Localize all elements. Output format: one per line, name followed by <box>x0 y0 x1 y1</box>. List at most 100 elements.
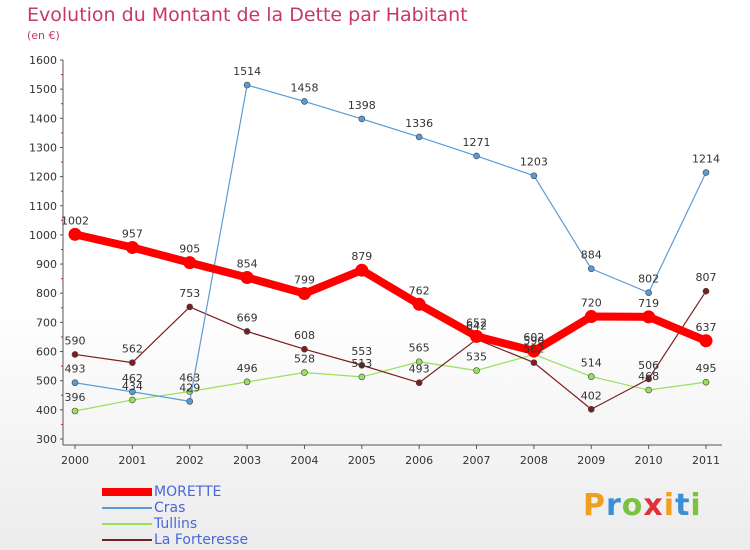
data-label-cras: 462 <box>122 372 143 385</box>
data-label-la-forteresse: 562 <box>523 343 544 356</box>
data-point-cras <box>358 115 366 123</box>
data-point-la-forteresse <box>71 351 79 358</box>
data-label-tullins: 434 <box>122 380 143 393</box>
y-tick-label: 600 <box>36 346 57 359</box>
data-label-la-forteresse: 402 <box>581 389 602 402</box>
data-label-morette: 1002 <box>61 214 89 227</box>
data-label-la-forteresse: 753 <box>179 287 200 300</box>
x-tick-label: 2002 <box>176 454 204 467</box>
data-label-morette: 719 <box>638 297 659 310</box>
y-tick-label: 1000 <box>29 229 57 242</box>
y-tick-label: 300 <box>36 433 57 446</box>
data-point-morette <box>240 270 254 284</box>
data-label-la-forteresse: 562 <box>122 343 143 356</box>
data-label-morette: 762 <box>409 284 430 297</box>
x-tick-label: 2003 <box>233 454 261 467</box>
data-point-cras <box>301 98 308 105</box>
y-tick-label: 800 <box>36 287 57 300</box>
data-point-la-forteresse <box>415 379 423 387</box>
data-point-morette <box>527 344 541 358</box>
data-point-tullins <box>243 378 251 386</box>
data-point-tullins <box>473 367 480 374</box>
data-label-tullins: 468 <box>638 370 659 383</box>
data-point-morette <box>412 297 426 311</box>
data-label-morette: 957 <box>122 227 143 240</box>
y-tick-label: 400 <box>36 404 57 417</box>
y-tick-label: 500 <box>36 375 57 388</box>
data-point-cras <box>186 398 194 405</box>
data-label-tullins: 495 <box>696 362 717 375</box>
data-point-la-forteresse <box>301 345 308 353</box>
data-point-cras <box>530 172 538 180</box>
x-tick-label: 2008 <box>520 454 548 467</box>
data-point-tullins <box>587 373 595 380</box>
data-point-morette <box>642 310 656 324</box>
data-label-la-forteresse: 506 <box>638 359 659 372</box>
data-label-cras: 493 <box>65 363 86 376</box>
legend-label: Tullins <box>154 516 198 532</box>
data-point-tullins <box>702 378 710 386</box>
data-point-tullins <box>358 373 366 381</box>
chart-title: Evolution du Montant de la Dette par Hab… <box>27 4 468 26</box>
data-label-morette: 879 <box>351 250 372 263</box>
x-tick-label: 2006 <box>405 454 433 467</box>
data-label-la-forteresse: 642 <box>466 319 487 332</box>
legend-swatch <box>102 488 152 496</box>
data-label-cras: 1336 <box>405 117 433 130</box>
data-point-tullins <box>129 396 136 404</box>
data-label-la-forteresse: 807 <box>696 271 717 284</box>
legend-swatch <box>102 507 152 509</box>
data-label-cras: 1514 <box>233 65 261 78</box>
data-label-tullins: 463 <box>179 371 200 384</box>
x-tick-label: 2011 <box>692 454 720 467</box>
data-point-la-forteresse <box>243 328 251 335</box>
data-point-cras <box>129 388 136 396</box>
data-label-morette: 905 <box>179 243 200 256</box>
y-tick-label: 900 <box>36 258 57 271</box>
data-point-cras <box>415 133 423 141</box>
data-point-morette <box>183 256 197 270</box>
x-tick-label: 2007 <box>463 454 491 467</box>
data-point-morette <box>584 310 598 324</box>
x-tick-label: 2005 <box>348 454 376 467</box>
data-label-morette: 602 <box>523 331 544 344</box>
legend-label: La Forteresse <box>154 532 249 548</box>
data-label-cras: 1214 <box>692 153 720 166</box>
data-point-morette <box>125 240 139 254</box>
data-point-morette <box>297 287 311 301</box>
series-line-cras <box>74 84 707 402</box>
data-label-la-forteresse: 590 <box>65 334 86 347</box>
data-label-tullins: 396 <box>65 391 86 404</box>
data-label-cras: 1398 <box>348 99 376 112</box>
data-point-la-forteresse <box>645 375 652 383</box>
data-point-tullins <box>301 369 308 376</box>
data-point-morette <box>68 227 82 241</box>
data-label-tullins: 528 <box>294 353 315 366</box>
y-tick-label: 1200 <box>29 171 57 184</box>
series-line-tullins <box>74 353 707 412</box>
data-label-morette: 637 <box>696 321 717 334</box>
data-point-tullins <box>645 386 652 394</box>
data-label-la-forteresse: 493 <box>409 363 430 376</box>
data-label-tullins: 590 <box>523 334 544 347</box>
data-point-la-forteresse <box>129 359 136 366</box>
x-tick-label: 2004 <box>290 454 318 467</box>
data-point-tullins <box>415 358 423 366</box>
legend-swatch <box>102 523 152 525</box>
data-label-morette: 652 <box>466 316 487 329</box>
data-label-cras: 429 <box>179 381 200 394</box>
data-label-morette: 720 <box>581 297 602 310</box>
y-tick-label: 1100 <box>29 200 57 213</box>
data-point-tullins <box>71 407 79 415</box>
y-tick-label: 1600 <box>29 54 57 67</box>
x-tick-label: 2001 <box>118 454 146 467</box>
data-point-morette <box>355 263 369 277</box>
data-label-tullins: 496 <box>237 362 258 375</box>
legend-label: Cras <box>154 500 186 516</box>
data-point-la-forteresse <box>702 287 710 295</box>
data-point-cras <box>702 169 710 176</box>
legend-swatch <box>102 539 152 541</box>
chart-subtitle: (en €) <box>27 29 60 42</box>
y-tick-label: 1500 <box>29 83 57 96</box>
data-point-cras <box>243 81 251 89</box>
